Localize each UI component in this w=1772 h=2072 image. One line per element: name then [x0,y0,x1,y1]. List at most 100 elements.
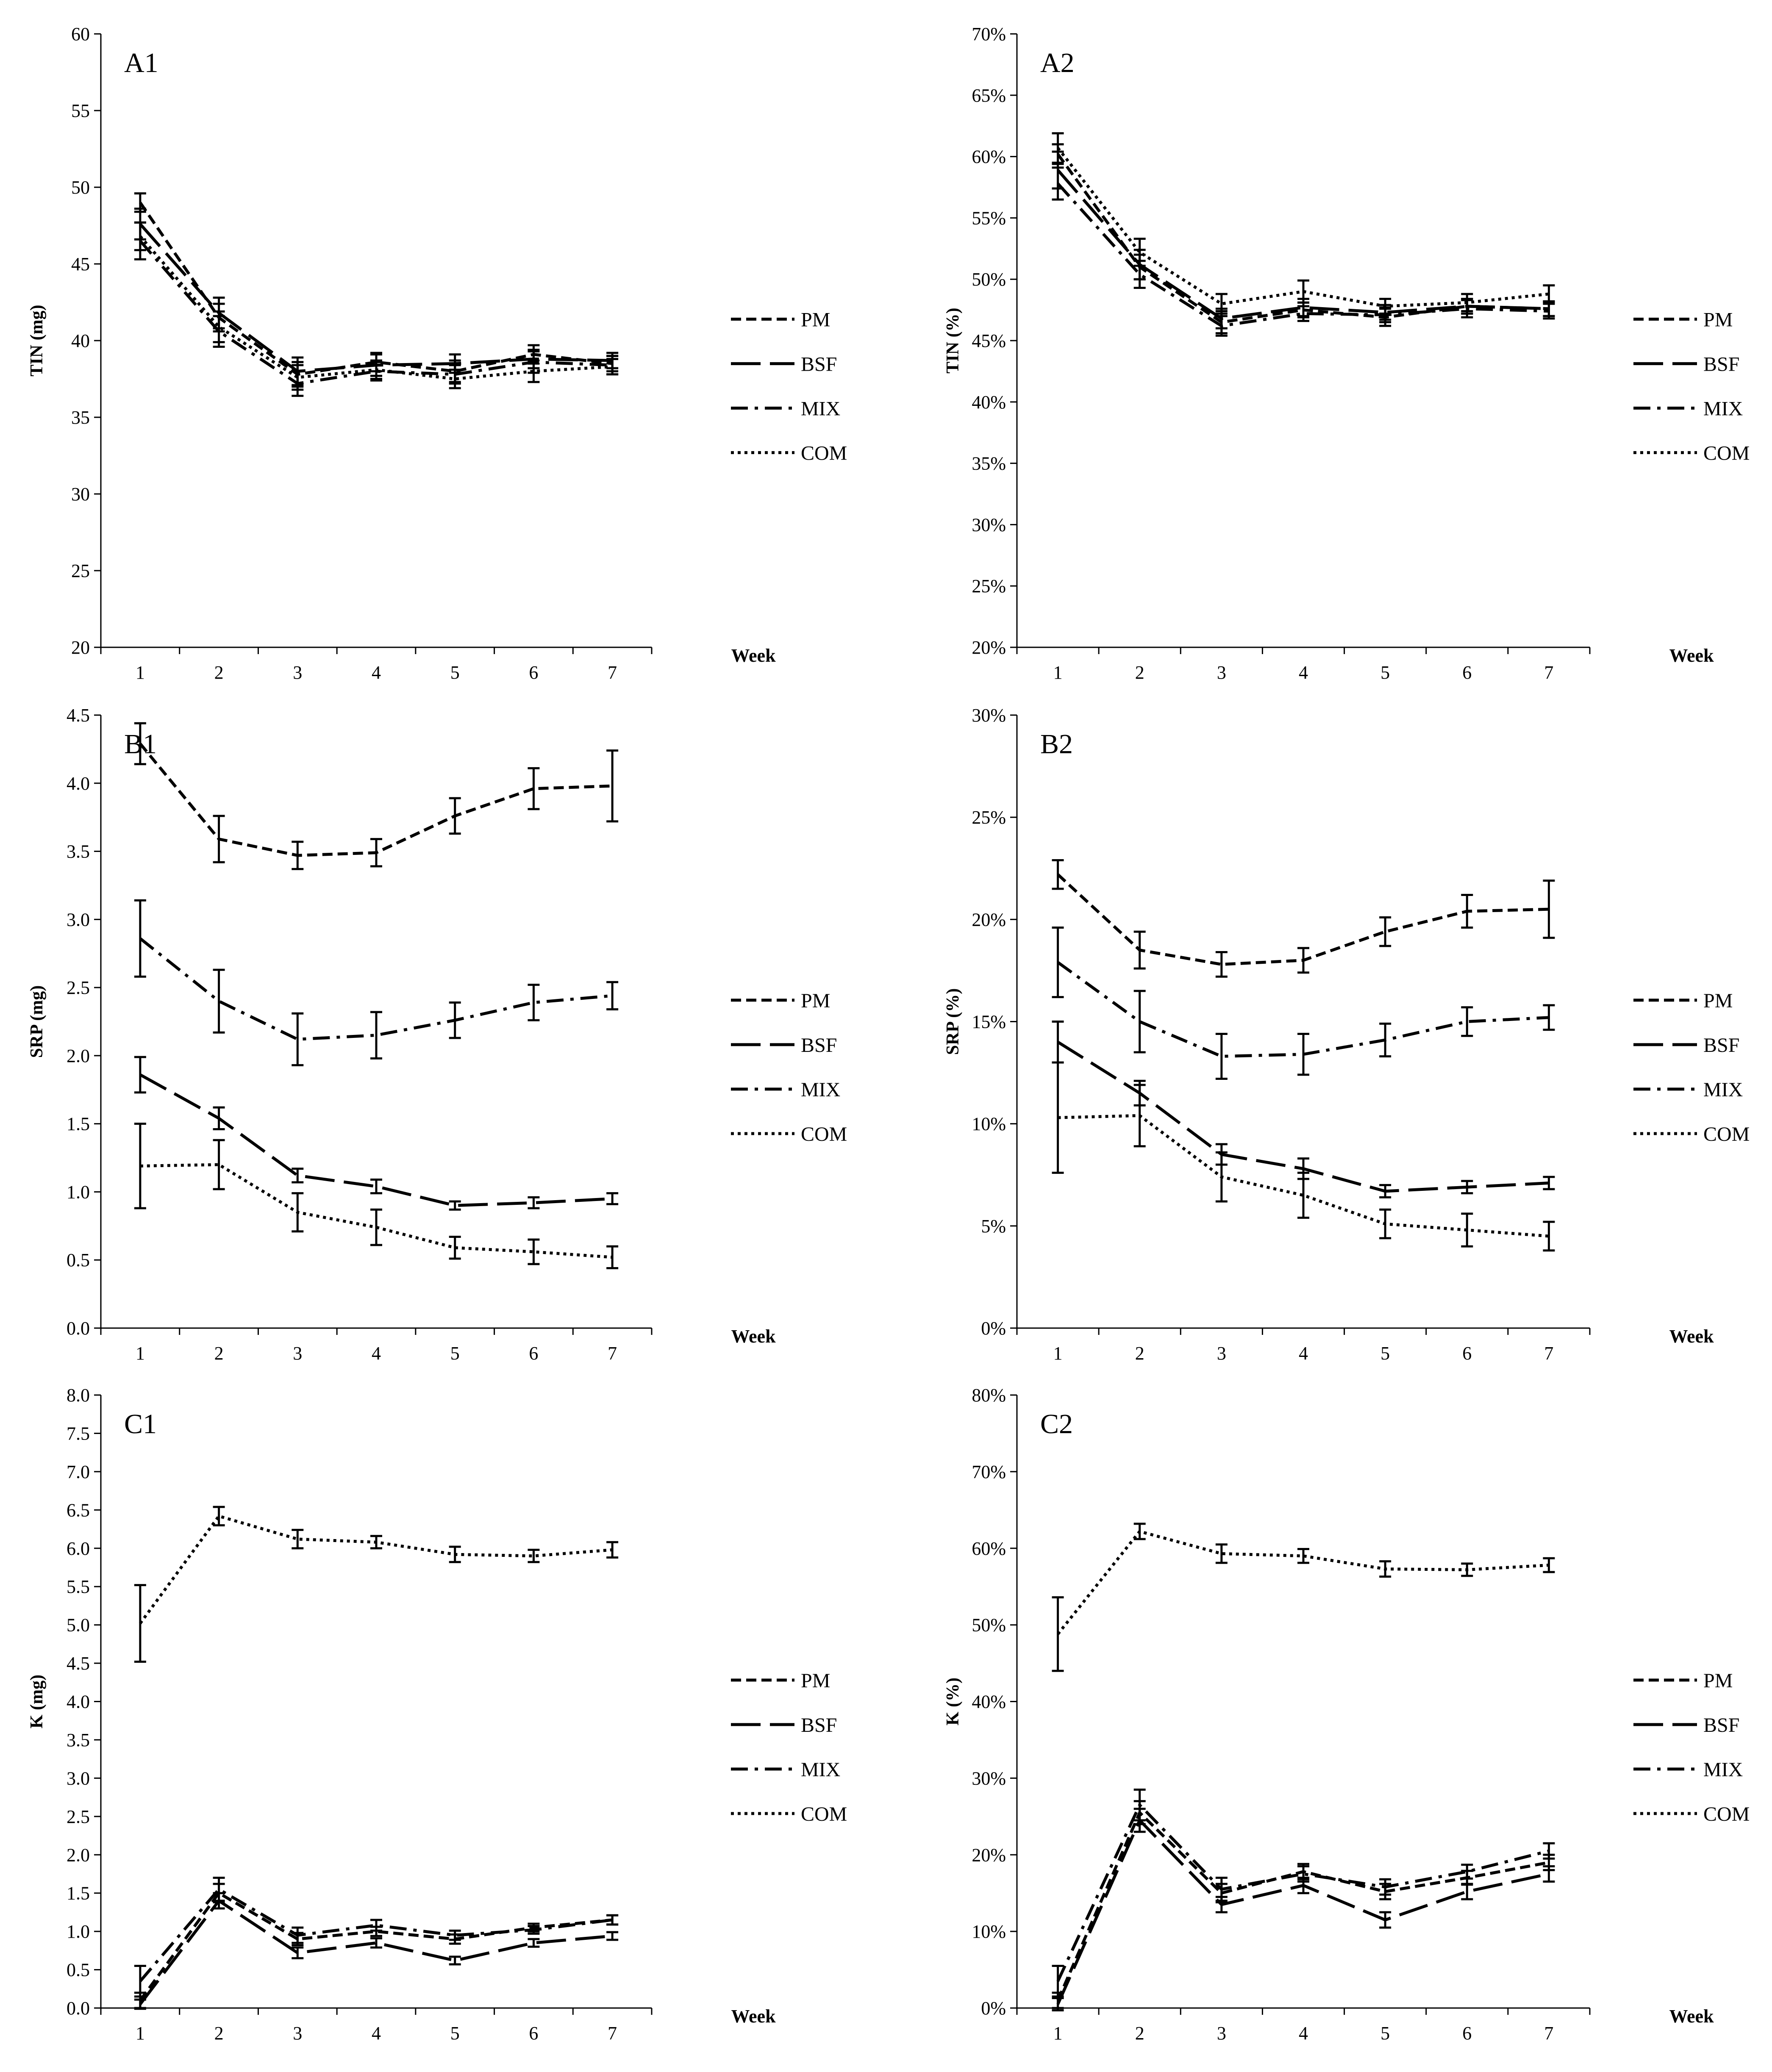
y-tick-label: 4.0 [67,773,90,794]
y-tick-label: 3.0 [67,1768,90,1789]
panel-title: A2 [1040,47,1075,78]
error-bar [292,1528,304,1550]
x-tick-label: 2 [214,1343,224,1364]
error-bar [1543,1176,1555,1190]
x-tick-label: 5 [1380,1343,1390,1364]
error-bar [1215,293,1228,315]
series-line [1056,1529,1549,1635]
series-bsf [134,1056,619,1211]
y-tick-label: 3.0 [67,909,90,930]
x-tick-label: 7 [608,662,617,683]
panel-c1: 0.0 0.5 1.0 1.5 2.0 2.5 3.0 3.5 4.0 4.5 5.0 5.5 6.0 6… [27,1385,847,2044]
legend-label: BSF [801,1034,837,1057]
error-bar [1543,284,1555,304]
x-tick-label: 6 [529,2023,538,2044]
y-tick-label: 0.0 [67,1318,90,1339]
error-bar [1052,132,1064,164]
y-tick-label: 50% [972,269,1006,290]
y-tick-label: 6.5 [67,1500,90,1520]
error-bar [1297,1548,1309,1564]
panel-title: C2 [1040,1409,1073,1440]
error-bar [528,1196,540,1209]
y-tick-label: 55 [71,100,90,121]
y-tick-label: 50% [972,1615,1006,1636]
error-bar [370,1011,382,1060]
y-tick-label: 25% [972,576,1006,596]
y-tick-label: 60% [972,147,1006,167]
x-tick-label: 1 [1053,2023,1063,2044]
x-tick-label: 7 [1544,2023,1553,2044]
error-bar [1461,1180,1473,1195]
error-bar [1133,930,1146,970]
legend: PM BSF MIX COM [731,308,847,464]
error-bar [1297,947,1309,974]
error-bar [213,968,225,1034]
series-mix [1052,1789,1555,1998]
error-bar [1215,315,1228,337]
series-line [139,202,613,376]
x-axis-label: Week [1669,1326,1714,1347]
error-bar [1543,1842,1555,1860]
error-bar [1379,916,1391,947]
error-bar [370,1208,382,1246]
y-tick-label: 0.5 [67,1960,90,1980]
x-tick-label: 1 [1053,662,1063,683]
x-tick-label: 3 [1217,1343,1226,1364]
y-tick-label: 3.5 [67,841,90,862]
y-tick-label: 40 [71,330,90,351]
series-line [139,1899,613,2005]
x-tick-label: 3 [1217,662,1226,683]
x-tick-label: 2 [1135,1343,1144,1364]
error-bar [449,369,461,389]
x-tick-label: 6 [1462,1343,1472,1364]
error-bar [606,1541,619,1559]
error-bar [1379,1560,1391,1578]
x-tick-label: 1 [136,1343,145,1364]
y-axis-label: TIN (%) [943,308,963,373]
error-bar [1215,1151,1228,1203]
error-bar [292,1168,304,1184]
y-axis-label: SRP (%) [943,988,963,1055]
error-bar [449,1545,461,1563]
error-bar [134,1998,146,2010]
error-bar [1297,1171,1309,1219]
series-com [1052,1061,1555,1252]
x-tick-label: 7 [608,1343,617,1364]
series-bsf [134,208,619,386]
y-tick-label: 0.5 [67,1250,90,1270]
x-tick-label: 7 [1544,662,1553,683]
error-bar [1133,990,1146,1054]
x-tick-label: 4 [1299,1343,1308,1364]
y-tick-label: 25 [71,560,90,581]
x-tick-label: 3 [293,662,302,683]
y-tick-label: 30 [71,484,90,505]
y-tick-label: 4.0 [67,1692,90,1712]
legend-label: PM [1703,308,1733,331]
series-pm [134,722,619,870]
error-bar [1461,1562,1473,1577]
error-bar [528,1548,540,1563]
error-bar [449,1236,461,1260]
error-bar [134,899,146,978]
error-bar [1052,1021,1064,1064]
y-tick-label: 2.0 [67,1046,90,1066]
panel-b2: 0% 5% 10% 15% 20% 25% 30% 1 2 3 4 5 6 7 SRP (%) Week B2 P… [943,705,1750,1364]
error-bar [134,1584,146,1663]
x-tick-label: 1 [1053,1343,1063,1364]
error-bar [292,1946,304,1959]
legend-label: BSF [801,353,837,375]
error-bar [213,310,225,344]
x-tick-label: 3 [1217,2023,1226,2044]
error-bar [606,1192,619,1205]
error-bar [1461,1864,1473,1880]
error-bar [528,767,540,810]
x-axis-label: Week [1669,2006,1714,2027]
x-tick-label: 1 [136,662,145,683]
x-tick-label: 1 [136,2023,145,2044]
x-tick-label: 5 [1380,662,1390,683]
y-tick-label: 40% [972,392,1006,413]
y-tick-label: 7.5 [67,1423,90,1444]
error-bar [134,1965,146,1998]
legend-label: COM [801,1803,847,1825]
